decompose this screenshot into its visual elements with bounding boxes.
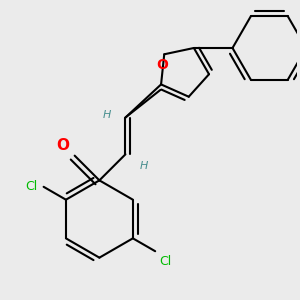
Text: O: O: [157, 58, 168, 72]
Text: H: H: [140, 161, 148, 171]
Text: Cl: Cl: [159, 255, 171, 268]
Text: H: H: [102, 110, 111, 120]
Text: O: O: [56, 138, 69, 153]
Text: Cl: Cl: [25, 180, 37, 193]
